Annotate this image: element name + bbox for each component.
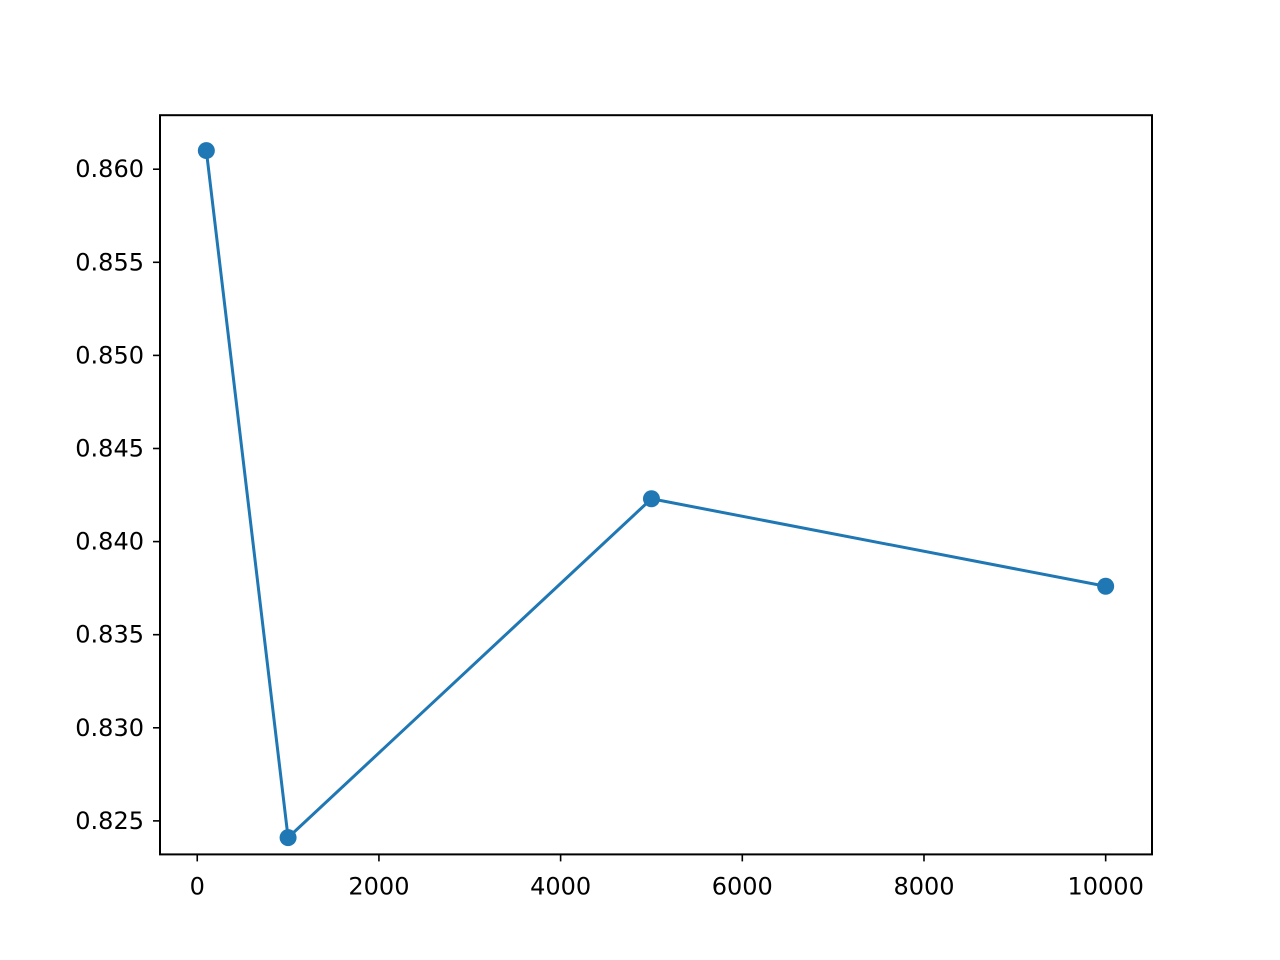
y-tick-label: 0.840 [75,528,144,556]
x-tick-label: 8000 [893,872,954,900]
y-tick-label: 0.830 [75,714,144,742]
data-point [197,142,215,160]
y-tick-label: 0.845 [75,434,144,462]
y-tick-label: 0.855 [75,248,144,276]
data-point [642,490,660,508]
y-tick-label: 0.850 [75,341,144,369]
series-layer [197,142,1115,847]
x-tick-label: 4000 [530,872,591,900]
plot-frame [159,114,1153,856]
x-tick-label: 10000 [1067,872,1143,900]
y-tick-label: 0.825 [75,807,144,835]
x-axis-ticks: 0 2000 4000 6000 8000 10000 [190,854,1144,900]
y-tick-label: 0.860 [75,155,144,183]
y-tick-label: 0.835 [75,621,144,649]
series-line [204,150,1106,840]
data-point [1097,577,1115,595]
x-tick-label: 6000 [712,872,773,900]
x-tick-label: 0 [190,872,205,900]
data-point [279,829,297,847]
x-tick-label: 2000 [348,872,409,900]
y-axis-ticks: 0.825 0.830 0.835 0.840 0.845 0.850 0.855 0.860 [75,155,160,835]
